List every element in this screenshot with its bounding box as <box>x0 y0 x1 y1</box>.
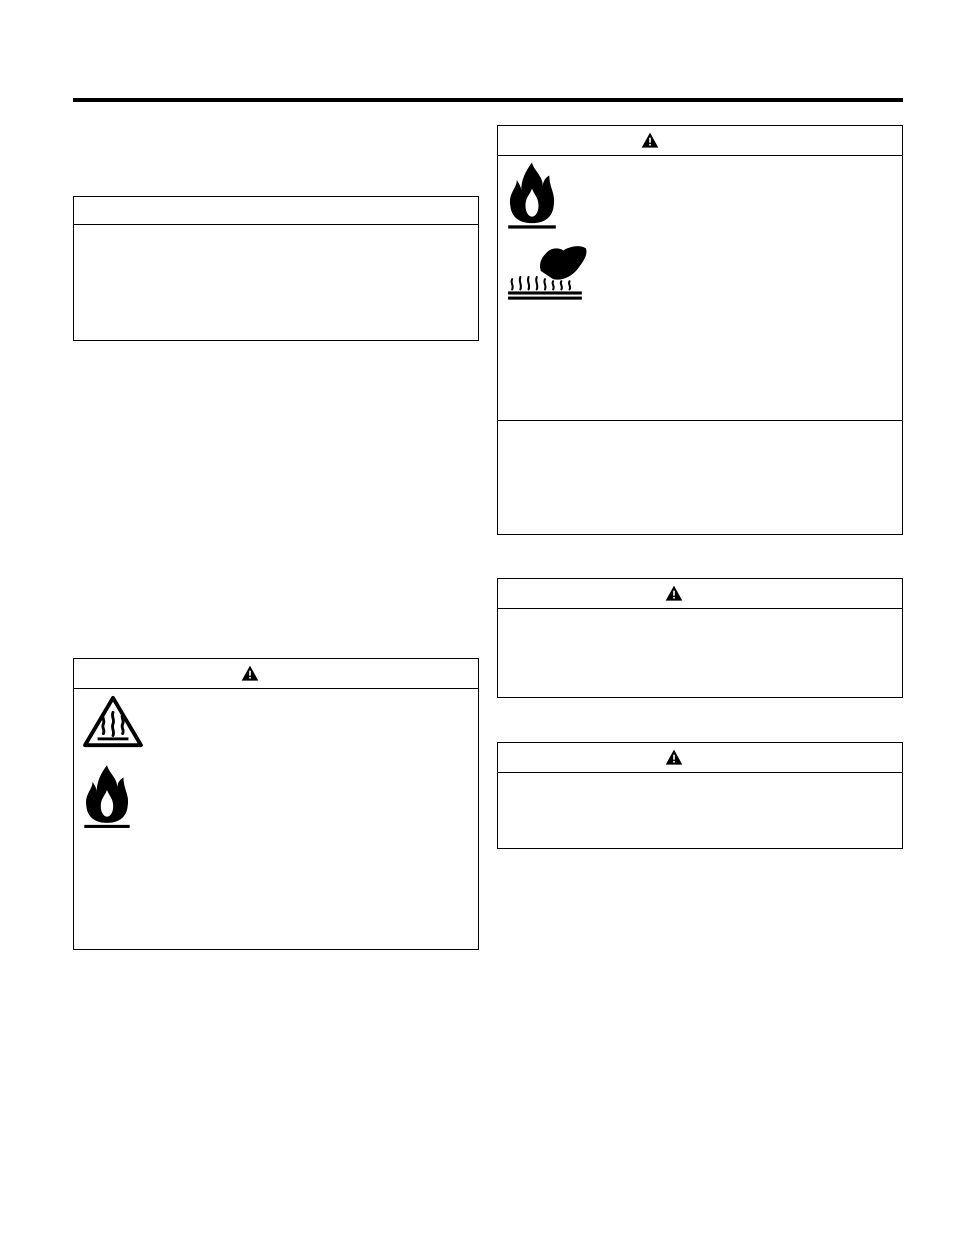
warning-box-1 <box>73 658 479 950</box>
header-rule <box>73 98 903 102</box>
warning1-titlebar <box>74 659 478 689</box>
alert-triangle-icon <box>664 584 684 604</box>
warning4-body <box>498 773 902 848</box>
warning-box-4 <box>497 742 903 849</box>
alert-triangle-icon <box>664 748 684 768</box>
alert-triangle-icon <box>640 131 660 151</box>
warning2-titlebar <box>498 126 902 156</box>
notice-titlebar <box>74 197 478 225</box>
page <box>0 0 954 1235</box>
hot-surface-triangle-icon <box>82 695 144 749</box>
warning2-body-2 <box>498 421 902 534</box>
notice-body <box>74 225 478 340</box>
flame-icon <box>506 160 558 230</box>
warning2-body-1 <box>498 156 902 421</box>
warning1-body <box>74 689 478 949</box>
notice-box <box>73 196 479 341</box>
warning3-body <box>498 609 902 697</box>
warning-box-3 <box>497 578 903 698</box>
flame-icon <box>82 763 132 829</box>
warning-box-2 <box>497 125 903 535</box>
hand-heat-icon <box>506 244 588 302</box>
warning3-titlebar <box>498 579 902 609</box>
warning4-titlebar <box>498 743 902 773</box>
alert-triangle-icon <box>240 664 260 684</box>
